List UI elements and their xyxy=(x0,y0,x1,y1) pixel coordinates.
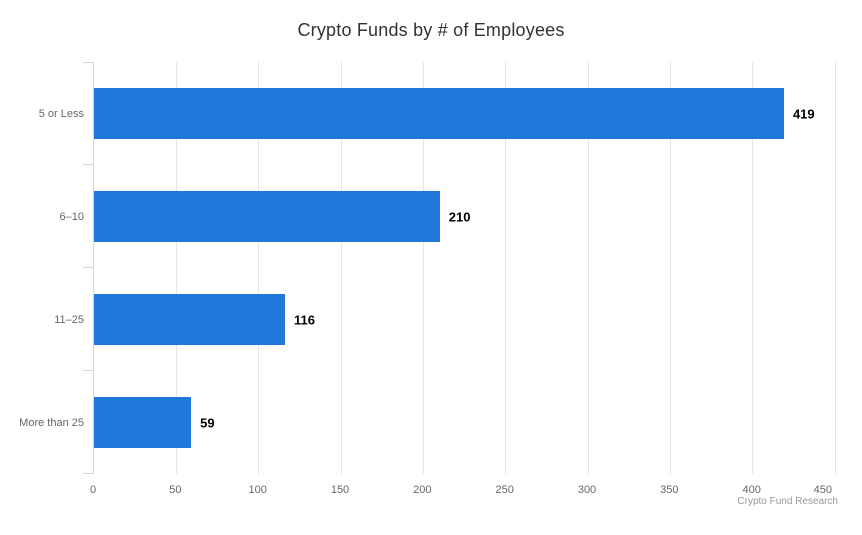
category-label: 6–10 xyxy=(59,210,84,223)
data-label: 419 xyxy=(792,106,815,121)
y-axis-tick xyxy=(83,164,93,165)
category-label: 5 or Less xyxy=(38,107,84,120)
x-axis-label: 50 xyxy=(169,484,182,496)
y-axis-tick xyxy=(83,62,93,63)
gridline-300 xyxy=(587,62,589,474)
y-axis-tick xyxy=(83,473,93,474)
y-axis-tick xyxy=(83,370,93,371)
gridline-50 xyxy=(175,62,177,474)
gridline-150 xyxy=(340,62,342,474)
plot-area: 419 210 116 59 xyxy=(83,62,836,474)
gridline-250 xyxy=(505,62,507,474)
bar-3 xyxy=(94,294,285,345)
data-label: 59 xyxy=(200,415,215,430)
gridline-200 xyxy=(422,62,424,474)
gridline-450 xyxy=(834,62,836,474)
credits-text: Crypto Fund Research xyxy=(737,496,838,507)
x-axis-label: 350 xyxy=(660,484,679,496)
category-label: 11–25 xyxy=(54,313,84,326)
x-axis-label: 450 xyxy=(813,484,832,496)
gridline-100 xyxy=(258,62,260,474)
gridline-350 xyxy=(669,62,671,474)
bar-1 xyxy=(94,88,784,139)
x-axis-label: 400 xyxy=(742,484,761,496)
x-axis-label: 100 xyxy=(248,484,267,496)
x-axis-label: 250 xyxy=(495,484,514,496)
bar-2 xyxy=(94,191,440,242)
data-label: 116 xyxy=(294,312,315,327)
chart-title: Crypto Funds by # of Employees xyxy=(297,20,565,40)
x-axis-label: 300 xyxy=(577,484,597,496)
x-axis-label: 0 xyxy=(89,484,97,496)
gridline-400 xyxy=(752,62,754,474)
x-axis-label: 200 xyxy=(413,484,432,496)
y-axis-tick xyxy=(83,267,93,268)
bar-4 xyxy=(94,397,192,448)
category-label: More than 25 xyxy=(19,416,84,429)
data-label: 210 xyxy=(448,209,471,224)
x-axis-label: 150 xyxy=(330,484,350,496)
